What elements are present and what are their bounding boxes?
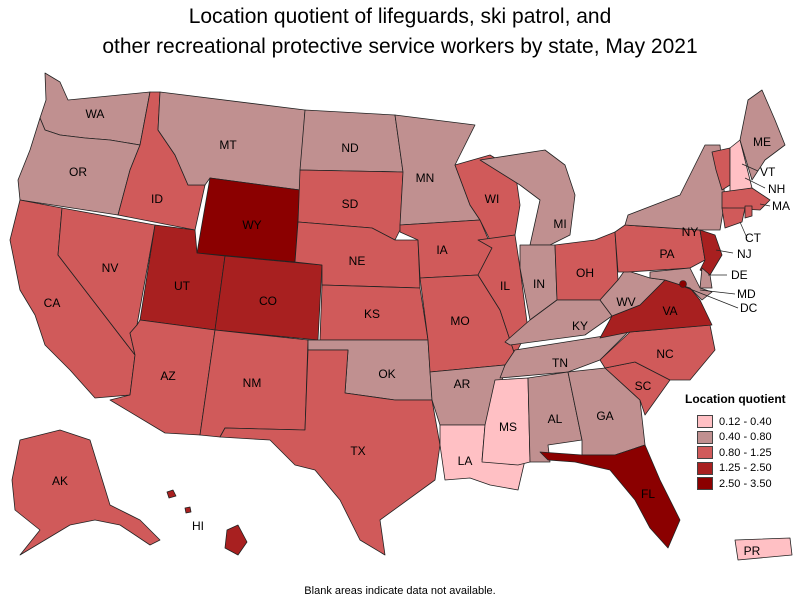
state-tx[interactable] xyxy=(219,349,441,556)
label-tx: TX xyxy=(350,444,365,458)
state-de[interactable] xyxy=(699,267,713,289)
legend-item: 1.25 - 2.50 xyxy=(685,461,797,477)
legend-swatch xyxy=(697,415,713,429)
label-nc: NC xyxy=(656,347,674,361)
label-vt: VT xyxy=(760,165,776,179)
state-fl[interactable] xyxy=(539,444,681,549)
label-ct: CT xyxy=(745,231,762,245)
label-oh: OH xyxy=(576,266,594,280)
label-pr: PR xyxy=(744,544,761,558)
label-ok: OK xyxy=(378,367,395,381)
legend-title: Location quotient xyxy=(685,392,786,406)
label-in: IN xyxy=(533,277,545,291)
label-va: VA xyxy=(662,304,677,318)
label-me: ME xyxy=(753,135,771,149)
state-mi[interactable] xyxy=(479,149,576,246)
label-il: IL xyxy=(500,279,510,293)
label-la: LA xyxy=(458,454,473,468)
label-ks: KS xyxy=(364,307,380,321)
label-md: MD xyxy=(737,287,756,301)
legend-swatch xyxy=(697,461,713,475)
label-dc: DC xyxy=(740,301,758,315)
state-me[interactable] xyxy=(739,89,786,181)
legend-label: 0.40 - 0.80 xyxy=(719,431,772,444)
legend-item: 0.12 - 0.40 xyxy=(685,414,797,430)
leader-lines xyxy=(684,163,771,309)
state-pr[interactable] xyxy=(734,537,793,561)
label-ia: IA xyxy=(436,243,447,257)
label-pa: PA xyxy=(659,247,674,261)
state-ct[interactable] xyxy=(721,207,746,229)
label-tn: TN xyxy=(552,356,568,370)
state-tn[interactable] xyxy=(499,329,631,379)
title-line-1: Location quotient of lifeguards, ski pat… xyxy=(188,5,612,28)
label-sc: SC xyxy=(635,379,652,393)
label-wi: WI xyxy=(485,192,500,206)
label-nd: ND xyxy=(341,141,359,155)
label-co: CO xyxy=(259,294,277,308)
state-ri[interactable] xyxy=(744,205,753,219)
label-wa: WA xyxy=(86,107,105,121)
label-al: AL xyxy=(548,412,563,426)
label-ne: NE xyxy=(349,254,366,268)
legend-label: 0.12 - 0.40 xyxy=(719,415,772,428)
state-dc[interactable] xyxy=(679,280,687,288)
label-mo: MO xyxy=(450,314,469,328)
legend-label: 2.50 - 3.50 xyxy=(719,477,772,490)
label-wv: WV xyxy=(616,295,635,309)
label-ky: KY xyxy=(572,319,588,333)
legend-label: 0.80 - 1.25 xyxy=(719,446,772,459)
label-nm: NM xyxy=(243,376,262,390)
legend-label: 1.25 - 2.50 xyxy=(719,462,772,475)
label-mn: MN xyxy=(416,171,435,185)
label-nh: NH xyxy=(768,182,785,196)
state-vt[interactable] xyxy=(711,147,731,191)
legend-item: 2.50 - 3.50 xyxy=(685,476,797,492)
legend-item: 0.40 - 0.80 xyxy=(685,430,797,446)
label-de: DE xyxy=(731,268,748,282)
label-mt: MT xyxy=(219,138,237,152)
label-ak: AK xyxy=(52,474,68,488)
label-ca: CA xyxy=(44,296,61,310)
title-line-2: other recreational protective service wo… xyxy=(102,35,698,58)
label-fl: FL xyxy=(641,487,655,501)
label-or: OR xyxy=(69,165,87,179)
state-hi[interactable] xyxy=(166,489,248,556)
label-az: AZ xyxy=(160,369,175,383)
label-nv: NV xyxy=(102,261,119,275)
footnote: Blank areas indicate data not available. xyxy=(304,585,496,597)
label-wy: WY xyxy=(242,218,261,232)
state-ny[interactable] xyxy=(624,144,726,231)
map-title: Location quotient of lifeguards, ski pat… xyxy=(0,2,800,62)
label-ms: MS xyxy=(499,420,517,434)
label-nj: NJ xyxy=(737,247,752,261)
state-ak[interactable] xyxy=(11,429,161,556)
label-ar: AR xyxy=(454,377,471,391)
label-mi: MI xyxy=(553,217,566,231)
state-labels: WA OR CA NV ID MT WY UT CO AZ NM ND SD N… xyxy=(44,107,790,558)
label-sd: SD xyxy=(342,197,359,211)
label-ga: GA xyxy=(596,409,613,423)
legend: Location quotient 0.12 - 0.40 0.40 - 0.8… xyxy=(685,392,797,492)
label-ut: UT xyxy=(174,279,191,293)
label-ny: NY xyxy=(682,225,699,239)
label-hi: HI xyxy=(192,519,204,533)
label-ma: MA xyxy=(772,199,790,213)
legend-item: 0.80 - 1.25 xyxy=(685,445,797,461)
legend-swatch xyxy=(697,430,713,444)
label-id: ID xyxy=(151,192,163,206)
legend-swatch xyxy=(697,477,713,491)
legend-swatch xyxy=(697,446,713,460)
